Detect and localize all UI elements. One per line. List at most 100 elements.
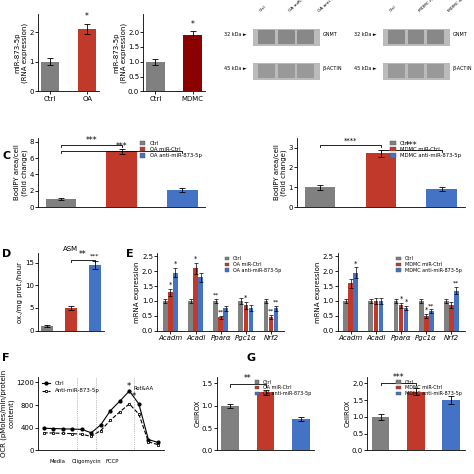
Bar (383, 29, 450, 46)
Y-axis label: miR-873-5p
(RNA expression): miR-873-5p (RNA expression) (113, 23, 127, 83)
Bar (46, 199, 76, 207)
Y-axis label: mRNA expression: mRNA expression (135, 261, 140, 323)
Ctrl (41, 425, 46, 431)
Text: **: ** (79, 250, 87, 259)
Ctrl (117, 398, 123, 404)
Bar (427, 190, 457, 207)
Bar (89, 265, 101, 331)
Anti-miR-873-5p (88, 434, 94, 439)
Text: FCCP: FCCP (106, 459, 119, 464)
Bar (264, 301, 268, 331)
Text: β-ACTIN: β-ACTIN (323, 66, 342, 71)
Text: *: * (244, 295, 247, 301)
Text: *: * (404, 299, 408, 305)
Ctrl (146, 437, 151, 442)
Bar (193, 268, 198, 331)
Ctrl (155, 439, 161, 445)
Y-axis label: CellROX: CellROX (194, 400, 200, 427)
Text: **: ** (244, 374, 252, 383)
Text: D: D (2, 249, 12, 259)
Text: *: * (191, 20, 194, 29)
Bar (248, 309, 253, 331)
Anti-miR-873-5p (79, 431, 84, 437)
Bar (257, 392, 274, 450)
Y-axis label: OCR (pMoles/min/protein
content): OCR (pMoles/min/protein content) (0, 370, 15, 457)
Bar (213, 301, 218, 331)
Anti-miR-873-5p (108, 418, 113, 423)
Text: **: ** (428, 303, 434, 308)
Text: *: * (425, 307, 428, 312)
Bar (41, 62, 59, 91)
Text: *: * (85, 12, 89, 21)
Bar (78, 29, 96, 91)
Text: *: * (169, 282, 172, 287)
Bar (354, 273, 358, 331)
Bar (106, 152, 137, 207)
Legend: Ctrl, MDMC miR-Ctrl, MDMC anti-miR-873-5p: Ctrl, MDMC miR-Ctrl, MDMC anti-miR-873-5… (389, 140, 462, 159)
Anti-miR-873-5p (60, 430, 65, 436)
Bar (269, 317, 273, 331)
Text: MDMC anti-miR-873-5p: MDMC anti-miR-873-5p (447, 0, 474, 13)
Anti-miR-873-5p (136, 411, 142, 417)
Text: *: * (400, 296, 403, 302)
Text: β-ACTIN: β-ACTIN (453, 66, 472, 71)
Bar (419, 301, 424, 331)
Ctrl (88, 430, 94, 436)
Bar (368, 301, 373, 331)
Legend: Ctrl, MDMC miR-Ctrl, MDMC anti-miR-873-5p: Ctrl, MDMC miR-Ctrl, MDMC anti-miR-873-5… (396, 379, 462, 397)
Bar (221, 406, 239, 450)
Text: F: F (2, 353, 10, 363)
Text: *: * (354, 260, 357, 266)
Anti-miR-873-5p (50, 430, 56, 436)
Y-axis label: CellROX: CellROX (345, 400, 351, 427)
Text: G: G (246, 353, 255, 363)
Bar (292, 419, 310, 450)
Bar (407, 392, 425, 450)
Bar (244, 305, 248, 331)
Text: 45 kDa ►: 45 kDa ► (355, 66, 377, 71)
Legend: Ctrl, OA miR-Ctrl, OA anti-miR-873-5p: Ctrl, OA miR-Ctrl, OA anti-miR-873-5p (254, 379, 311, 397)
Ctrl (108, 408, 113, 414)
Anti-miR-873-5p (155, 442, 161, 447)
Y-axis label: ox./mg prot./hour: ox./mg prot./hour (18, 262, 23, 323)
Text: ***: *** (116, 142, 128, 151)
Bar (388, 64, 405, 78)
Text: Ctrl: Ctrl (259, 5, 267, 13)
Title: ASM: ASM (64, 246, 79, 252)
Bar (393, 301, 399, 331)
Ctrl (60, 426, 65, 432)
Text: *: * (127, 382, 131, 391)
Bar (429, 311, 434, 331)
Text: 32 kDa ►: 32 kDa ► (224, 32, 247, 37)
Bar (167, 190, 198, 207)
Ctrl (136, 401, 142, 407)
Bar (173, 273, 178, 331)
Y-axis label: BodiPY area/cell
(fold change): BodiPY area/cell (fold change) (14, 145, 28, 201)
Y-axis label: BodiPY area/cell
(fold change): BodiPY area/cell (fold change) (273, 145, 287, 201)
Bar (168, 292, 173, 331)
Text: ***: *** (85, 136, 97, 145)
Text: GNMT: GNMT (323, 32, 337, 37)
Bar (424, 316, 428, 331)
Bar (388, 30, 405, 44)
Bar (238, 301, 243, 331)
Ctrl (69, 426, 75, 432)
Bar (408, 64, 425, 78)
Line: Anti-miR-873-5p: Anti-miR-873-5p (42, 402, 159, 446)
Y-axis label: mRNA expression: mRNA expression (315, 261, 321, 323)
Bar (365, 154, 396, 207)
Text: *: * (174, 261, 177, 267)
Text: GNMT: GNMT (453, 32, 467, 37)
Line: Ctrl: Ctrl (42, 390, 159, 444)
Bar (198, 277, 203, 331)
Bar (454, 291, 459, 331)
Text: Media: Media (50, 459, 66, 464)
Text: *: * (132, 392, 136, 401)
Anti-miR-873-5p (41, 430, 46, 436)
Bar (163, 301, 168, 331)
Bar (65, 308, 77, 331)
Anti-miR-873-5p (146, 439, 151, 445)
Bar (408, 30, 425, 44)
Text: MDMC miR-Ctrl: MDMC miR-Ctrl (418, 0, 445, 13)
Text: ***: *** (405, 141, 417, 150)
